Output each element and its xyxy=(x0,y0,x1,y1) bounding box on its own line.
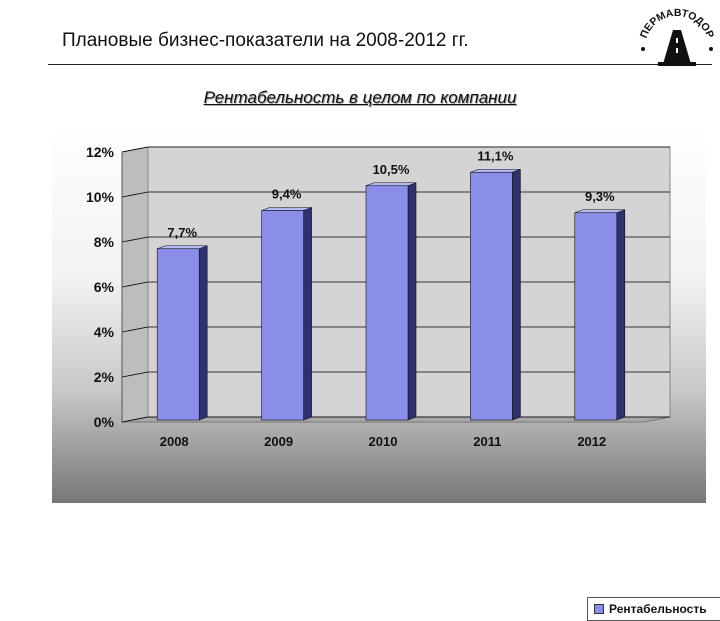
legend-label: Рентабельность xyxy=(609,602,707,616)
bar-side xyxy=(616,209,626,421)
legend-swatch xyxy=(594,604,604,614)
bar-top xyxy=(365,182,417,187)
y-tick-label: 12% xyxy=(86,144,115,160)
chart-area: 0% 2% 4% 6% 8% 10% 12% 7,7% 2008 9,4% 2009 10,5% 201… xyxy=(52,128,720,621)
bar-side xyxy=(303,207,312,421)
y-tick-label: 0% xyxy=(94,414,115,430)
bar xyxy=(156,248,200,421)
x-tick-label: 2010 xyxy=(369,434,398,449)
gridline xyxy=(121,146,670,153)
company-logo: ПЕРМАВТОДОР xyxy=(638,7,716,66)
chart-title: Рентабельность в целом по компании xyxy=(203,88,517,107)
y-tick-label: 6% xyxy=(94,279,115,295)
bar xyxy=(470,171,513,421)
bar-top xyxy=(470,168,521,173)
x-tick-label: 2012 xyxy=(577,434,606,449)
bar-side xyxy=(512,168,521,421)
bar-top xyxy=(261,207,312,211)
bar-side xyxy=(407,182,417,421)
x-tick-label: 2011 xyxy=(473,434,501,449)
x-tick-label: 2009 xyxy=(264,434,293,449)
data-label: 9,3% xyxy=(585,189,615,204)
bar xyxy=(574,212,618,421)
bar xyxy=(365,185,409,421)
bar-chart: 0% 2% 4% 6% 8% 10% 12% 7,7% 2008 9,4% 2009 10,5% 201… xyxy=(86,144,671,449)
bar-top xyxy=(157,245,208,250)
y-tick-label: 8% xyxy=(94,234,115,250)
chart-legend: Рентабельность xyxy=(587,597,720,621)
bar-side xyxy=(198,245,208,421)
y-tick-label: 10% xyxy=(86,189,115,205)
x-tick-label: 2008 xyxy=(160,434,189,449)
bar-top xyxy=(574,209,625,214)
y-tick-label: 2% xyxy=(94,369,115,385)
data-label: 7,7% xyxy=(167,225,197,240)
data-label: 9,4% xyxy=(272,187,302,202)
y-tick-label: 4% xyxy=(94,324,115,340)
slide-title: Плановые бизнес-показатели на 2008-2012 … xyxy=(62,30,469,51)
data-label: 10,5% xyxy=(373,162,410,177)
data-label: 11,1% xyxy=(477,148,514,163)
bar xyxy=(261,210,304,421)
title-divider xyxy=(48,64,712,65)
